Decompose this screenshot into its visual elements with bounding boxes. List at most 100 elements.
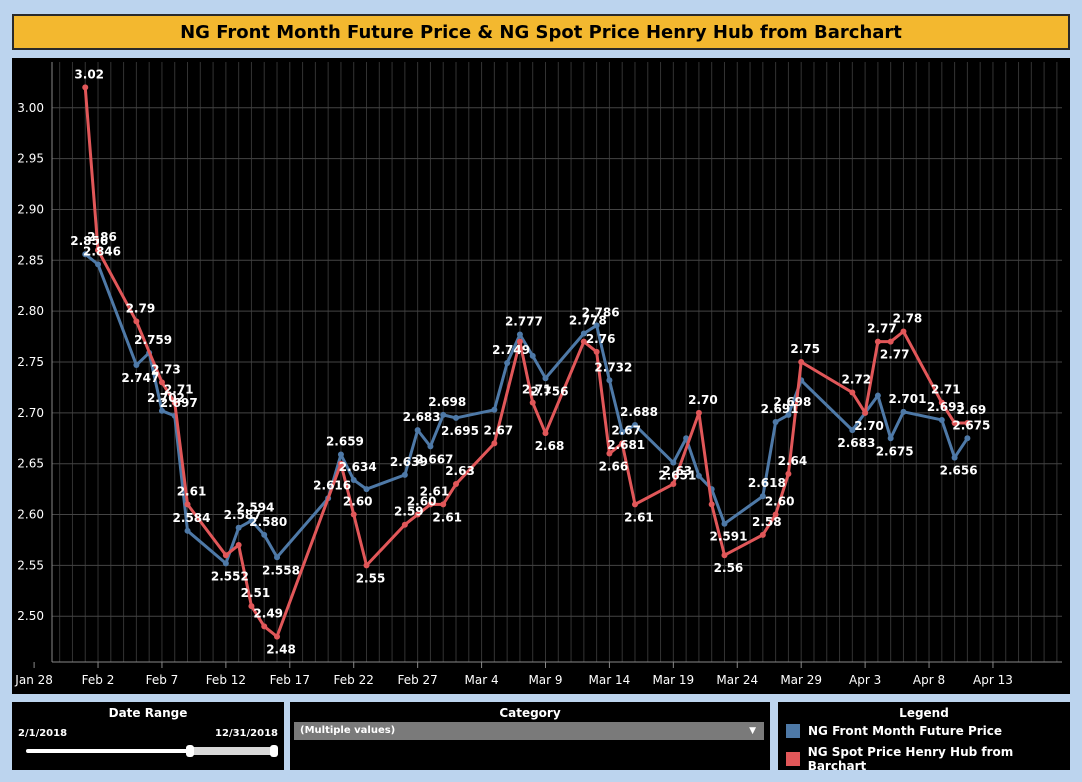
data-point [670,459,677,466]
chevron-down-icon[interactable]: ▼ [749,726,756,736]
data-point [785,470,792,477]
data-label: 2.78 [893,311,923,325]
data-label: 2.58 [752,515,782,529]
data-label: 2.777 [505,315,543,329]
x-tick-label: Feb 7 [146,673,179,687]
data-label: 2.587 [224,508,262,522]
x-tick-label: Mar 24 [716,673,758,687]
data-label: 2.756 [531,384,569,398]
data-point [350,511,357,518]
data-label: 2.69 [957,403,987,417]
data-label: 2.77 [880,348,910,362]
data-label: 2.584 [173,511,211,525]
data-label: 2.656 [940,464,978,478]
data-point [887,435,894,442]
category-filter: Category (Multiple values) ▼ [290,702,770,770]
data-label: 2.701 [888,392,926,406]
data-label: 2.61 [177,484,207,498]
data-label: 2.51 [241,586,271,600]
data-point [440,411,447,418]
data-label: 2.71 [164,383,194,397]
data-label: 2.71 [931,383,961,397]
date-range-filter: Date Range 2/1/2018 12/31/2018 [12,702,284,770]
date-range-end-handle[interactable] [270,745,278,757]
data-point [951,454,958,461]
data-point [721,520,728,527]
data-label: 2.659 [326,435,364,449]
data-point [759,531,766,538]
chart-title: NG Front Month Future Price & NG Spot Pr… [12,14,1070,50]
category-dropdown[interactable]: (Multiple values) ▼ [294,722,764,740]
data-label: 2.60 [407,495,437,509]
data-point [542,375,549,382]
x-tick-label: Apr 3 [849,673,881,687]
data-label: 2.55 [356,571,386,585]
data-point [683,435,690,442]
data-label: 2.79 [126,301,156,315]
data-label: 2.693 [927,400,965,414]
x-tick-label: Mar 29 [780,673,822,687]
data-label: 2.70 [854,419,884,433]
data-label: 2.683 [837,436,875,450]
data-label: 2.667 [415,452,453,466]
data-point [414,511,421,518]
x-tick-label: Mar 9 [528,673,562,687]
legend: Legend NG Front Month Future Price NG Sp… [778,702,1070,773]
data-label: 2.63 [445,464,475,478]
data-point [849,427,856,434]
data-point [631,501,638,508]
data-label: 2.73 [151,362,181,376]
data-label: 2.786 [582,305,620,319]
legend-swatch-future [786,724,800,738]
data-point [401,521,408,528]
legend-item-spot[interactable]: NG Spot Price Henry Hub from Barchart [786,745,1070,773]
data-label: 3.02 [74,67,104,81]
data-point [491,406,498,413]
data-point [274,633,281,640]
x-tick-label: Feb 17 [270,673,310,687]
data-point [337,451,344,458]
data-label: 2.846 [83,244,121,258]
data-label: 2.698 [428,395,466,409]
data-label: 2.618 [748,476,786,490]
data-label: 2.48 [266,643,296,657]
data-point [491,440,498,447]
y-tick-label: 2.50 [17,609,44,623]
date-range-slider-track[interactable] [26,749,272,753]
data-point [427,501,434,508]
data-label: 2.61 [624,510,654,524]
data-label: 2.64 [778,454,808,468]
data-point [900,328,907,335]
chart-panel: 2.50 2.55 2.60 2.65 2.70 2.75 2.80 2.85 2.90 2.95… [12,58,1070,694]
data-point [759,493,766,500]
data-label: 2.59 [394,505,424,519]
data-label: 2.61 [432,510,462,524]
data-point [900,408,907,415]
data-point [453,481,459,488]
data-label: 2.749 [492,343,530,357]
data-point [453,414,459,421]
data-point [798,359,805,365]
data-label: 2.75 [790,342,820,356]
data-point [670,481,677,488]
data-point [440,501,447,508]
data-label: 2.56 [714,561,744,575]
data-point [516,338,523,345]
data-label: 2.63 [663,464,693,478]
data-label: 2.675 [952,418,990,432]
date-range-start-handle[interactable] [186,745,194,757]
y-tick-label: 2.70 [17,406,44,420]
data-label: 2.591 [709,530,747,544]
line-chart: 2.50 2.55 2.60 2.65 2.70 2.75 2.80 2.85 2.90 2.95… [14,62,1062,687]
data-point [964,420,971,427]
y-tick-label: 2.95 [17,152,44,166]
data-label: 2.68 [535,439,565,453]
data-point [772,419,779,425]
data-point [235,542,242,549]
legend-item-future[interactable]: NG Front Month Future Price [786,724,1002,738]
data-point [222,560,229,567]
data-label: 2.732 [594,360,632,374]
data-point [580,330,587,337]
data-point [184,501,191,508]
data-label: 2.76 [586,332,616,346]
